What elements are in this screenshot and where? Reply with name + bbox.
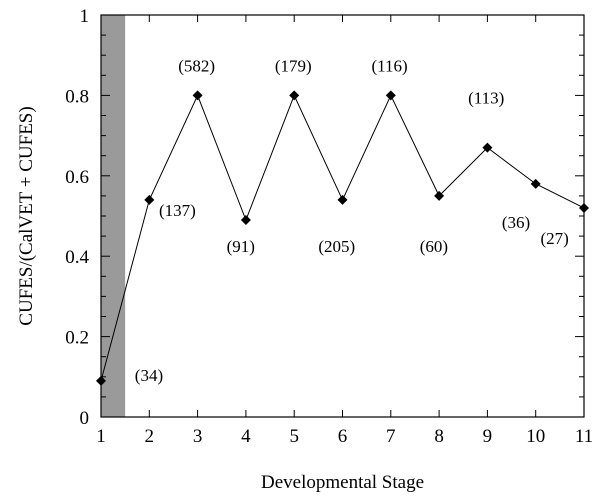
y-tick-label: 0 (80, 408, 90, 429)
series-markers (96, 90, 589, 386)
x-tick-label: 11 (575, 426, 593, 447)
y-tick-label: 0.8 (65, 86, 89, 107)
x-tick-label: 6 (338, 426, 348, 447)
x-tick-label: 5 (289, 426, 299, 447)
data-annotation: (582) (178, 56, 215, 75)
data-annotation: (116) (371, 56, 407, 75)
plot-frame (100, 14, 585, 418)
x-axis-title: Developmental Stage (261, 472, 424, 493)
data-point (482, 142, 493, 153)
data-annotation: (137) (159, 201, 196, 220)
data-point (289, 90, 300, 101)
data-annotation: (179) (275, 56, 312, 75)
data-annotation: (27) (541, 229, 569, 248)
data-point (385, 90, 396, 101)
data-point (579, 202, 589, 213)
data-point (192, 90, 203, 101)
data-point (240, 215, 251, 226)
data-annotations: (34) (137) (582) (91) (179) (205) (116) (60) (11… (135, 56, 569, 385)
y-tick-label: 0.2 (65, 328, 89, 349)
data-annotation: (60) (420, 237, 448, 256)
y-axis-title: CUFES/(CalVET + CUFES) (16, 106, 37, 325)
data-annotation: (205) (318, 237, 355, 256)
data-annotation: (91) (227, 237, 255, 256)
x-tick-label: 4 (241, 426, 251, 447)
y-tick-label: 0.6 (65, 167, 89, 188)
x-tick-label: 9 (483, 426, 493, 447)
data-annotation: (113) (468, 88, 504, 107)
x-tick-label: 7 (386, 426, 396, 447)
x-tick-label: 2 (145, 426, 155, 447)
y-tick-labels: 0 0.2 0.4 0.6 0.8 1 (65, 6, 89, 429)
x-tick-labels: 1 2 3 4 5 6 7 8 9 10 11 (96, 426, 593, 447)
y-tick-label: 0.4 (65, 247, 89, 268)
y-tick-label: 1 (80, 6, 90, 27)
x-tick-label: 8 (434, 426, 444, 447)
data-annotation: (36) (502, 213, 530, 232)
x-tick-label: 10 (526, 426, 545, 447)
data-point (96, 375, 106, 386)
data-annotation: (34) (135, 366, 163, 385)
data-point (530, 178, 541, 189)
data-point (144, 194, 155, 205)
x-tick-label: 1 (96, 426, 106, 447)
x-tick-label: 3 (193, 426, 203, 447)
data-point (337, 194, 348, 205)
data-point (434, 190, 445, 201)
